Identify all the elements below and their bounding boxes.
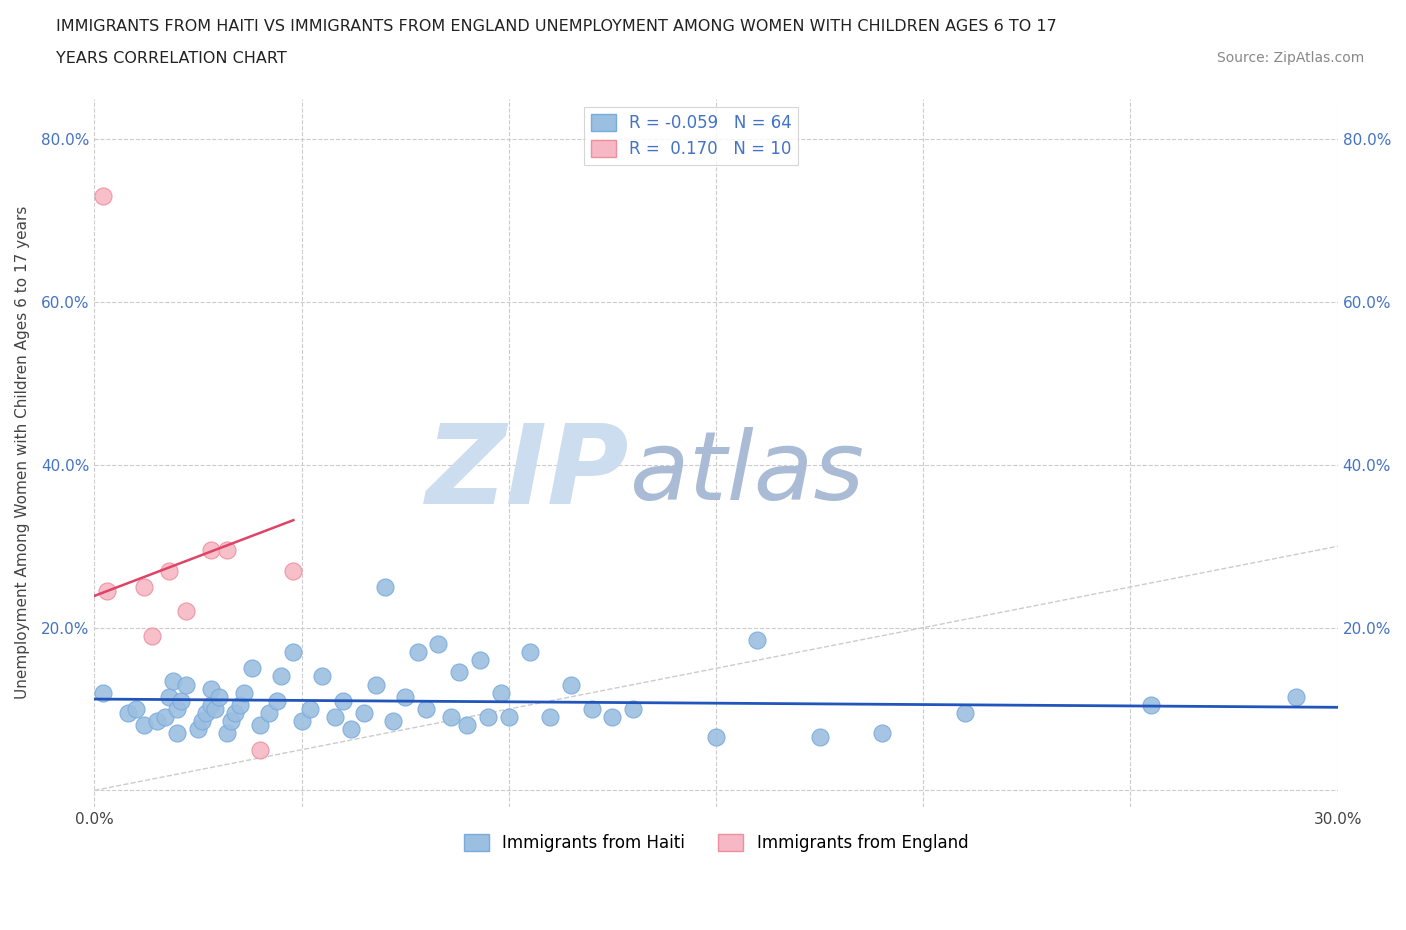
Point bbox=[283, 564, 305, 578]
Point bbox=[298, 701, 321, 716]
Point bbox=[134, 579, 156, 594]
Point bbox=[808, 730, 831, 745]
Point bbox=[415, 701, 437, 716]
Point bbox=[200, 543, 222, 558]
Point bbox=[145, 714, 167, 729]
Point bbox=[96, 584, 118, 599]
Legend: Immigrants from Haiti, Immigrants from England: Immigrants from Haiti, Immigrants from E… bbox=[457, 827, 974, 858]
Point bbox=[406, 644, 429, 659]
Point bbox=[477, 710, 499, 724]
Point bbox=[174, 677, 197, 692]
Point bbox=[134, 718, 156, 733]
Point bbox=[174, 604, 197, 618]
Text: IMMIGRANTS FROM HAITI VS IMMIGRANTS FROM ENGLAND UNEMPLOYMENT AMONG WOMEN WITH C: IMMIGRANTS FROM HAITI VS IMMIGRANTS FROM… bbox=[56, 19, 1057, 33]
Point bbox=[394, 689, 416, 704]
Point bbox=[224, 706, 246, 721]
Point bbox=[249, 718, 271, 733]
Point bbox=[747, 632, 769, 647]
Point bbox=[200, 698, 222, 712]
Point bbox=[162, 673, 184, 688]
Point bbox=[153, 710, 176, 724]
Text: ZIP: ZIP bbox=[426, 420, 628, 527]
Point bbox=[166, 726, 188, 741]
Point bbox=[187, 722, 209, 737]
Point bbox=[257, 706, 280, 721]
Point bbox=[602, 710, 624, 724]
Point bbox=[219, 714, 242, 729]
Point bbox=[195, 706, 218, 721]
Point bbox=[953, 706, 976, 721]
Point bbox=[323, 710, 346, 724]
Point bbox=[340, 722, 363, 737]
Point bbox=[332, 694, 354, 709]
Point bbox=[440, 710, 463, 724]
Text: Source: ZipAtlas.com: Source: ZipAtlas.com bbox=[1216, 51, 1364, 65]
Point bbox=[427, 636, 450, 651]
Text: atlas: atlas bbox=[628, 428, 865, 521]
Point bbox=[374, 579, 396, 594]
Point bbox=[191, 714, 214, 729]
Point bbox=[468, 653, 491, 668]
Point bbox=[489, 685, 512, 700]
Point bbox=[449, 665, 471, 680]
Point bbox=[217, 543, 239, 558]
Point bbox=[291, 714, 314, 729]
Point bbox=[704, 730, 727, 745]
Point bbox=[170, 694, 193, 709]
Point bbox=[266, 694, 288, 709]
Point bbox=[366, 677, 388, 692]
Point bbox=[270, 669, 292, 684]
Point bbox=[232, 685, 254, 700]
Point bbox=[311, 669, 333, 684]
Point bbox=[519, 644, 541, 659]
Point bbox=[117, 706, 139, 721]
Point bbox=[249, 742, 271, 757]
Point bbox=[456, 718, 478, 733]
Point bbox=[125, 701, 148, 716]
Point bbox=[204, 701, 226, 716]
Point bbox=[353, 706, 375, 721]
Point bbox=[283, 644, 305, 659]
Point bbox=[240, 661, 263, 676]
Y-axis label: Unemployment Among Women with Children Ages 6 to 17 years: Unemployment Among Women with Children A… bbox=[15, 206, 30, 699]
Point bbox=[381, 714, 404, 729]
Point bbox=[91, 189, 114, 204]
Point bbox=[498, 710, 520, 724]
Point bbox=[157, 689, 180, 704]
Point bbox=[621, 701, 644, 716]
Point bbox=[560, 677, 582, 692]
Point bbox=[200, 682, 222, 697]
Point bbox=[166, 701, 188, 716]
Point bbox=[538, 710, 561, 724]
Point bbox=[870, 726, 893, 741]
Point bbox=[228, 698, 250, 712]
Point bbox=[157, 564, 180, 578]
Point bbox=[1140, 698, 1163, 712]
Point bbox=[217, 726, 239, 741]
Point bbox=[91, 685, 114, 700]
Point bbox=[208, 689, 231, 704]
Point bbox=[1285, 689, 1308, 704]
Point bbox=[141, 629, 163, 644]
Text: YEARS CORRELATION CHART: YEARS CORRELATION CHART bbox=[56, 51, 287, 66]
Point bbox=[581, 701, 603, 716]
